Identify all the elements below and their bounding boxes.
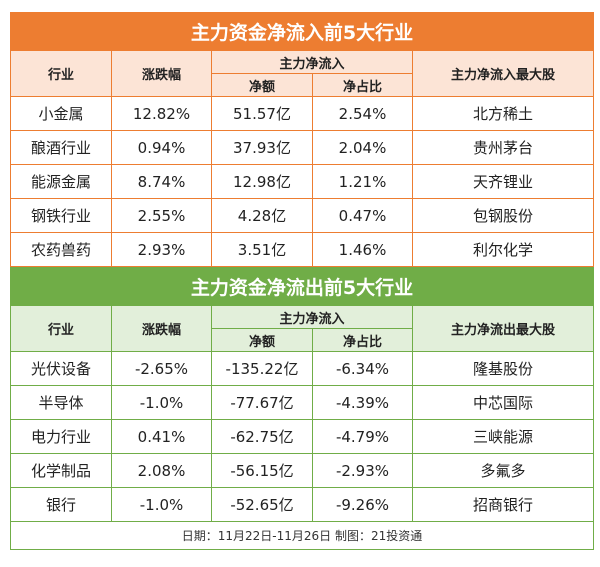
cell-ratio: -6.34% (312, 351, 413, 386)
cell-ratio: 2.04% (312, 130, 413, 165)
outflow-table: 主力资金净流出前5大行业 行业 涨跌幅 主力净流入 主力净流出最大股 净额 净占… (9, 267, 595, 550)
cell-amount: -62.75亿 (211, 419, 313, 454)
table-row: 电力行业 0.41% -62.75亿 -4.79% 三峡能源 (10, 419, 595, 454)
cell-stock: 贵州茅台 (411, 130, 595, 165)
table-row: 化学制品 2.08% -56.15亿 -2.93% 多氟多 (10, 453, 595, 488)
cell-ratio: 1.21% (312, 164, 413, 199)
fund-flow-tables: 主力资金净流入前5大行业 行业 涨跌幅 主力净流入 主力净流入最大股 净额 净占… (9, 12, 595, 550)
cell-amount: -77.67亿 (211, 385, 313, 420)
cell-industry: 小金属 (10, 96, 112, 131)
table-row: 银行 -1.0% -52.65亿 -9.26% 招商银行 (10, 487, 595, 522)
header-change: 涨跌幅 (111, 50, 212, 97)
header-net-group: 主力净流入 (211, 305, 413, 329)
cell-stock: 中芯国际 (411, 385, 595, 420)
inflow-table: 主力资金净流入前5大行业 行业 涨跌幅 主力净流入 主力净流入最大股 净额 净占… (9, 12, 595, 267)
cell-industry: 电力行业 (10, 419, 112, 454)
cell-change: -1.0% (111, 385, 212, 420)
cell-stock: 天齐锂业 (411, 164, 595, 199)
cell-industry: 化学制品 (10, 453, 112, 488)
header-net-ratio: 净占比 (312, 328, 413, 352)
cell-stock: 三峡能源 (411, 419, 595, 454)
cell-ratio: -9.26% (312, 487, 413, 522)
cell-change: 8.74% (111, 164, 212, 199)
cell-ratio: 1.46% (312, 232, 413, 267)
header-top-stock: 主力净流入最大股 (411, 50, 595, 97)
cell-industry: 农药兽药 (10, 232, 112, 267)
cell-change: -2.65% (111, 351, 212, 386)
cell-change: -1.0% (111, 487, 212, 522)
cell-stock: 隆基股份 (411, 351, 595, 386)
table-row: 酿酒行业 0.94% 37.93亿 2.04% 贵州茅台 (10, 130, 595, 165)
cell-ratio: 2.54% (312, 96, 413, 131)
cell-amount: 4.28亿 (211, 198, 313, 233)
table-row: 农药兽药 2.93% 3.51亿 1.46% 利尔化学 (10, 232, 595, 267)
cell-stock: 包钢股份 (411, 198, 595, 233)
cell-change: 12.82% (111, 96, 212, 131)
header-net-group: 主力净流入 (211, 50, 413, 74)
table-row: 小金属 12.82% 51.57亿 2.54% 北方稀土 (10, 96, 595, 131)
cell-amount: -135.22亿 (211, 351, 313, 386)
cell-amount: 3.51亿 (211, 232, 313, 267)
table-row: 半导体 -1.0% -77.67亿 -4.39% 中芯国际 (10, 385, 595, 420)
header-industry: 行业 (10, 50, 112, 97)
cell-change: 2.93% (111, 232, 212, 267)
header-net-amount: 净额 (211, 328, 313, 352)
table-row: 光伏设备 -2.65% -135.22亿 -6.34% 隆基股份 (10, 351, 595, 386)
inflow-title: 主力资金净流入前5大行业 (9, 12, 595, 51)
cell-amount: 37.93亿 (211, 130, 313, 165)
table-row: 钢铁行业 2.55% 4.28亿 0.47% 包钢股份 (10, 198, 595, 233)
cell-stock: 北方稀土 (411, 96, 595, 131)
cell-industry: 半导体 (10, 385, 112, 420)
header-net-ratio: 净占比 (312, 73, 413, 97)
cell-stock: 多氟多 (411, 453, 595, 488)
header-industry: 行业 (10, 305, 112, 352)
cell-industry: 银行 (10, 487, 112, 522)
cell-industry: 光伏设备 (10, 351, 112, 386)
header-net-amount: 净额 (211, 73, 313, 97)
header-top-stock: 主力净流出最大股 (411, 305, 595, 352)
cell-amount: -56.15亿 (211, 453, 313, 488)
cell-ratio: -4.39% (312, 385, 413, 420)
cell-amount: 51.57亿 (211, 96, 313, 131)
footer-note: 日期：11月22日-11月26日 制图：21投资通 (9, 521, 595, 550)
cell-ratio: -4.79% (312, 419, 413, 454)
cell-stock: 招商银行 (411, 487, 595, 522)
outflow-title: 主力资金净流出前5大行业 (9, 267, 595, 306)
cell-industry: 酿酒行业 (10, 130, 112, 165)
table-row: 能源金属 8.74% 12.98亿 1.21% 天齐锂业 (10, 164, 595, 199)
cell-industry: 能源金属 (10, 164, 112, 199)
cell-amount: -52.65亿 (211, 487, 313, 522)
cell-ratio: 0.47% (312, 198, 413, 233)
cell-change: 0.41% (111, 419, 212, 454)
cell-amount: 12.98亿 (211, 164, 313, 199)
cell-change: 2.08% (111, 453, 212, 488)
header-change: 涨跌幅 (111, 305, 212, 352)
cell-change: 2.55% (111, 198, 212, 233)
cell-ratio: -2.93% (312, 453, 413, 488)
cell-change: 0.94% (111, 130, 212, 165)
cell-industry: 钢铁行业 (10, 198, 112, 233)
cell-stock: 利尔化学 (411, 232, 595, 267)
